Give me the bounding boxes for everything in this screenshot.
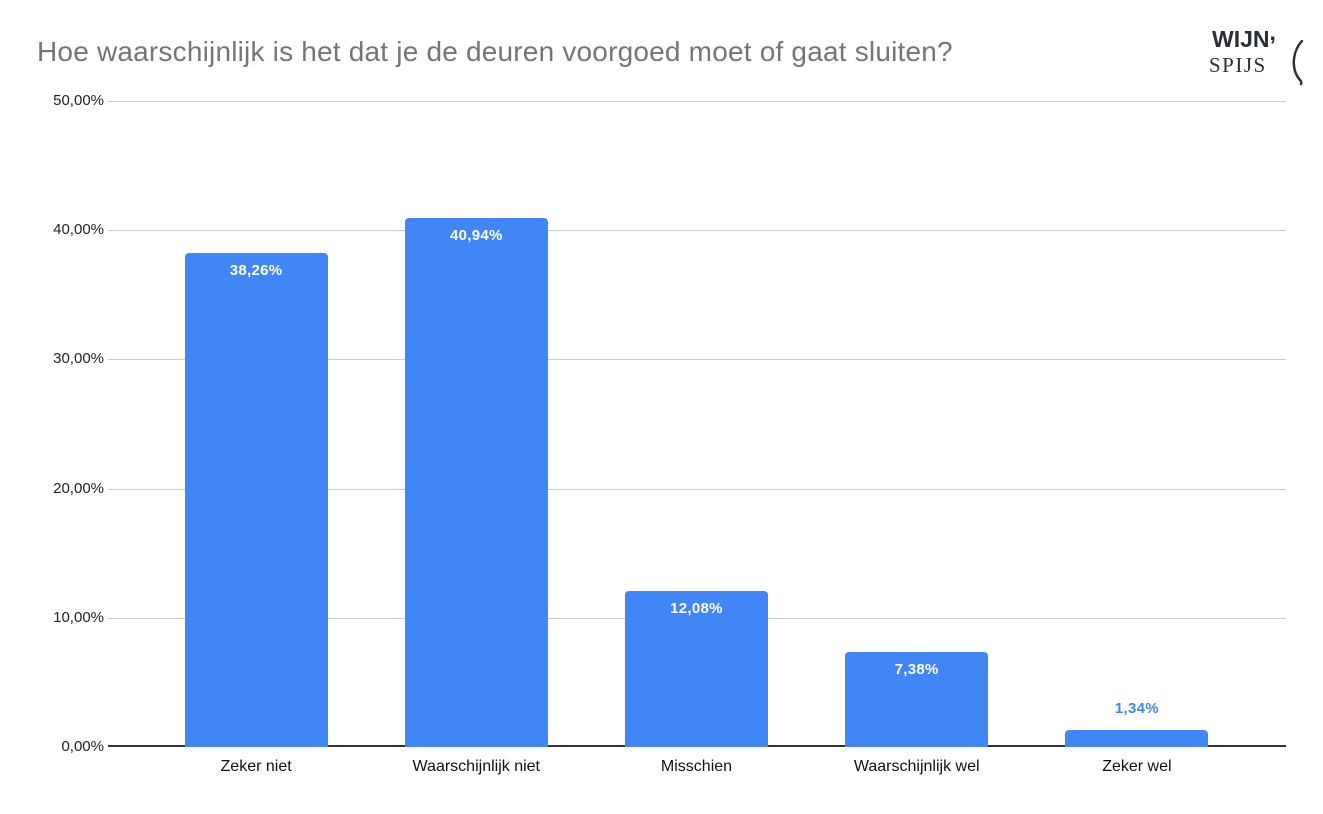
y-axis-label: 30,00%	[53, 350, 104, 368]
y-axis-label: 50,00%	[53, 92, 104, 109]
x-axis-label: Waarschijnlijk wel	[853, 758, 980, 775]
x-axis-label: Waarschijnlijk niet	[412, 758, 540, 775]
bar-column: 40,94%	[366, 101, 586, 747]
y-axis-label: 0,00%	[61, 738, 104, 755]
logo-wijn-text: WIJN,	[1212, 21, 1319, 52]
x-axis-label: Zeker wel	[1102, 758, 1172, 775]
wijnspijs-logo: WIJN, SPIJS	[1209, 21, 1319, 86]
bar	[845, 651, 989, 747]
bars-layer: 38,26% 40,94% 12,08% 7,38% 1,34%	[146, 101, 1247, 747]
chart-title: Hoe waarschijnlijk is het dat je de deur…	[37, 36, 953, 67]
bar	[1065, 729, 1209, 747]
x-axis-label: Misschien	[660, 758, 733, 775]
logo-spijs-text: SPIJS	[1209, 53, 1267, 77]
bar-value-label: 38,26%	[229, 261, 283, 279]
logo-wijn-word: WIJN	[1212, 26, 1270, 52]
gridline	[108, 359, 1286, 361]
gridline	[108, 488, 1286, 490]
logo-glass-dot: ,	[1269, 19, 1276, 45]
bar-column: 12,08%	[586, 101, 806, 747]
x-axis: Zeker niet Waarschijnlijk niet Misschien Wa…	[146, 757, 1247, 779]
y-axis-label: 10,00%	[53, 608, 104, 626]
bar	[404, 218, 548, 747]
gridline	[108, 230, 1286, 232]
bar-column: 1,34%	[1027, 101, 1247, 747]
bar	[184, 252, 328, 747]
bar-value-label: 40,94%	[449, 227, 503, 245]
bar	[624, 590, 768, 747]
bar-value-label: 1,34%	[1114, 699, 1159, 717]
bar-value-label: 7,38%	[894, 660, 939, 678]
bar-value-label: 12,08%	[670, 599, 723, 617]
gridline	[108, 101, 1286, 102]
bar-column: 7,38%	[807, 101, 1027, 747]
x-axis-label: Zeker niet	[220, 758, 292, 775]
wine-glass-icon	[1292, 40, 1304, 86]
y-axis-label: 20,00%	[53, 479, 104, 497]
bar-column: 38,26%	[146, 101, 366, 747]
y-axis-label: 40,00%	[53, 221, 104, 239]
y-axis: 0,00% 10,00% 20,00% 30,00% 40,00% 50,00%	[0, 92, 104, 755]
